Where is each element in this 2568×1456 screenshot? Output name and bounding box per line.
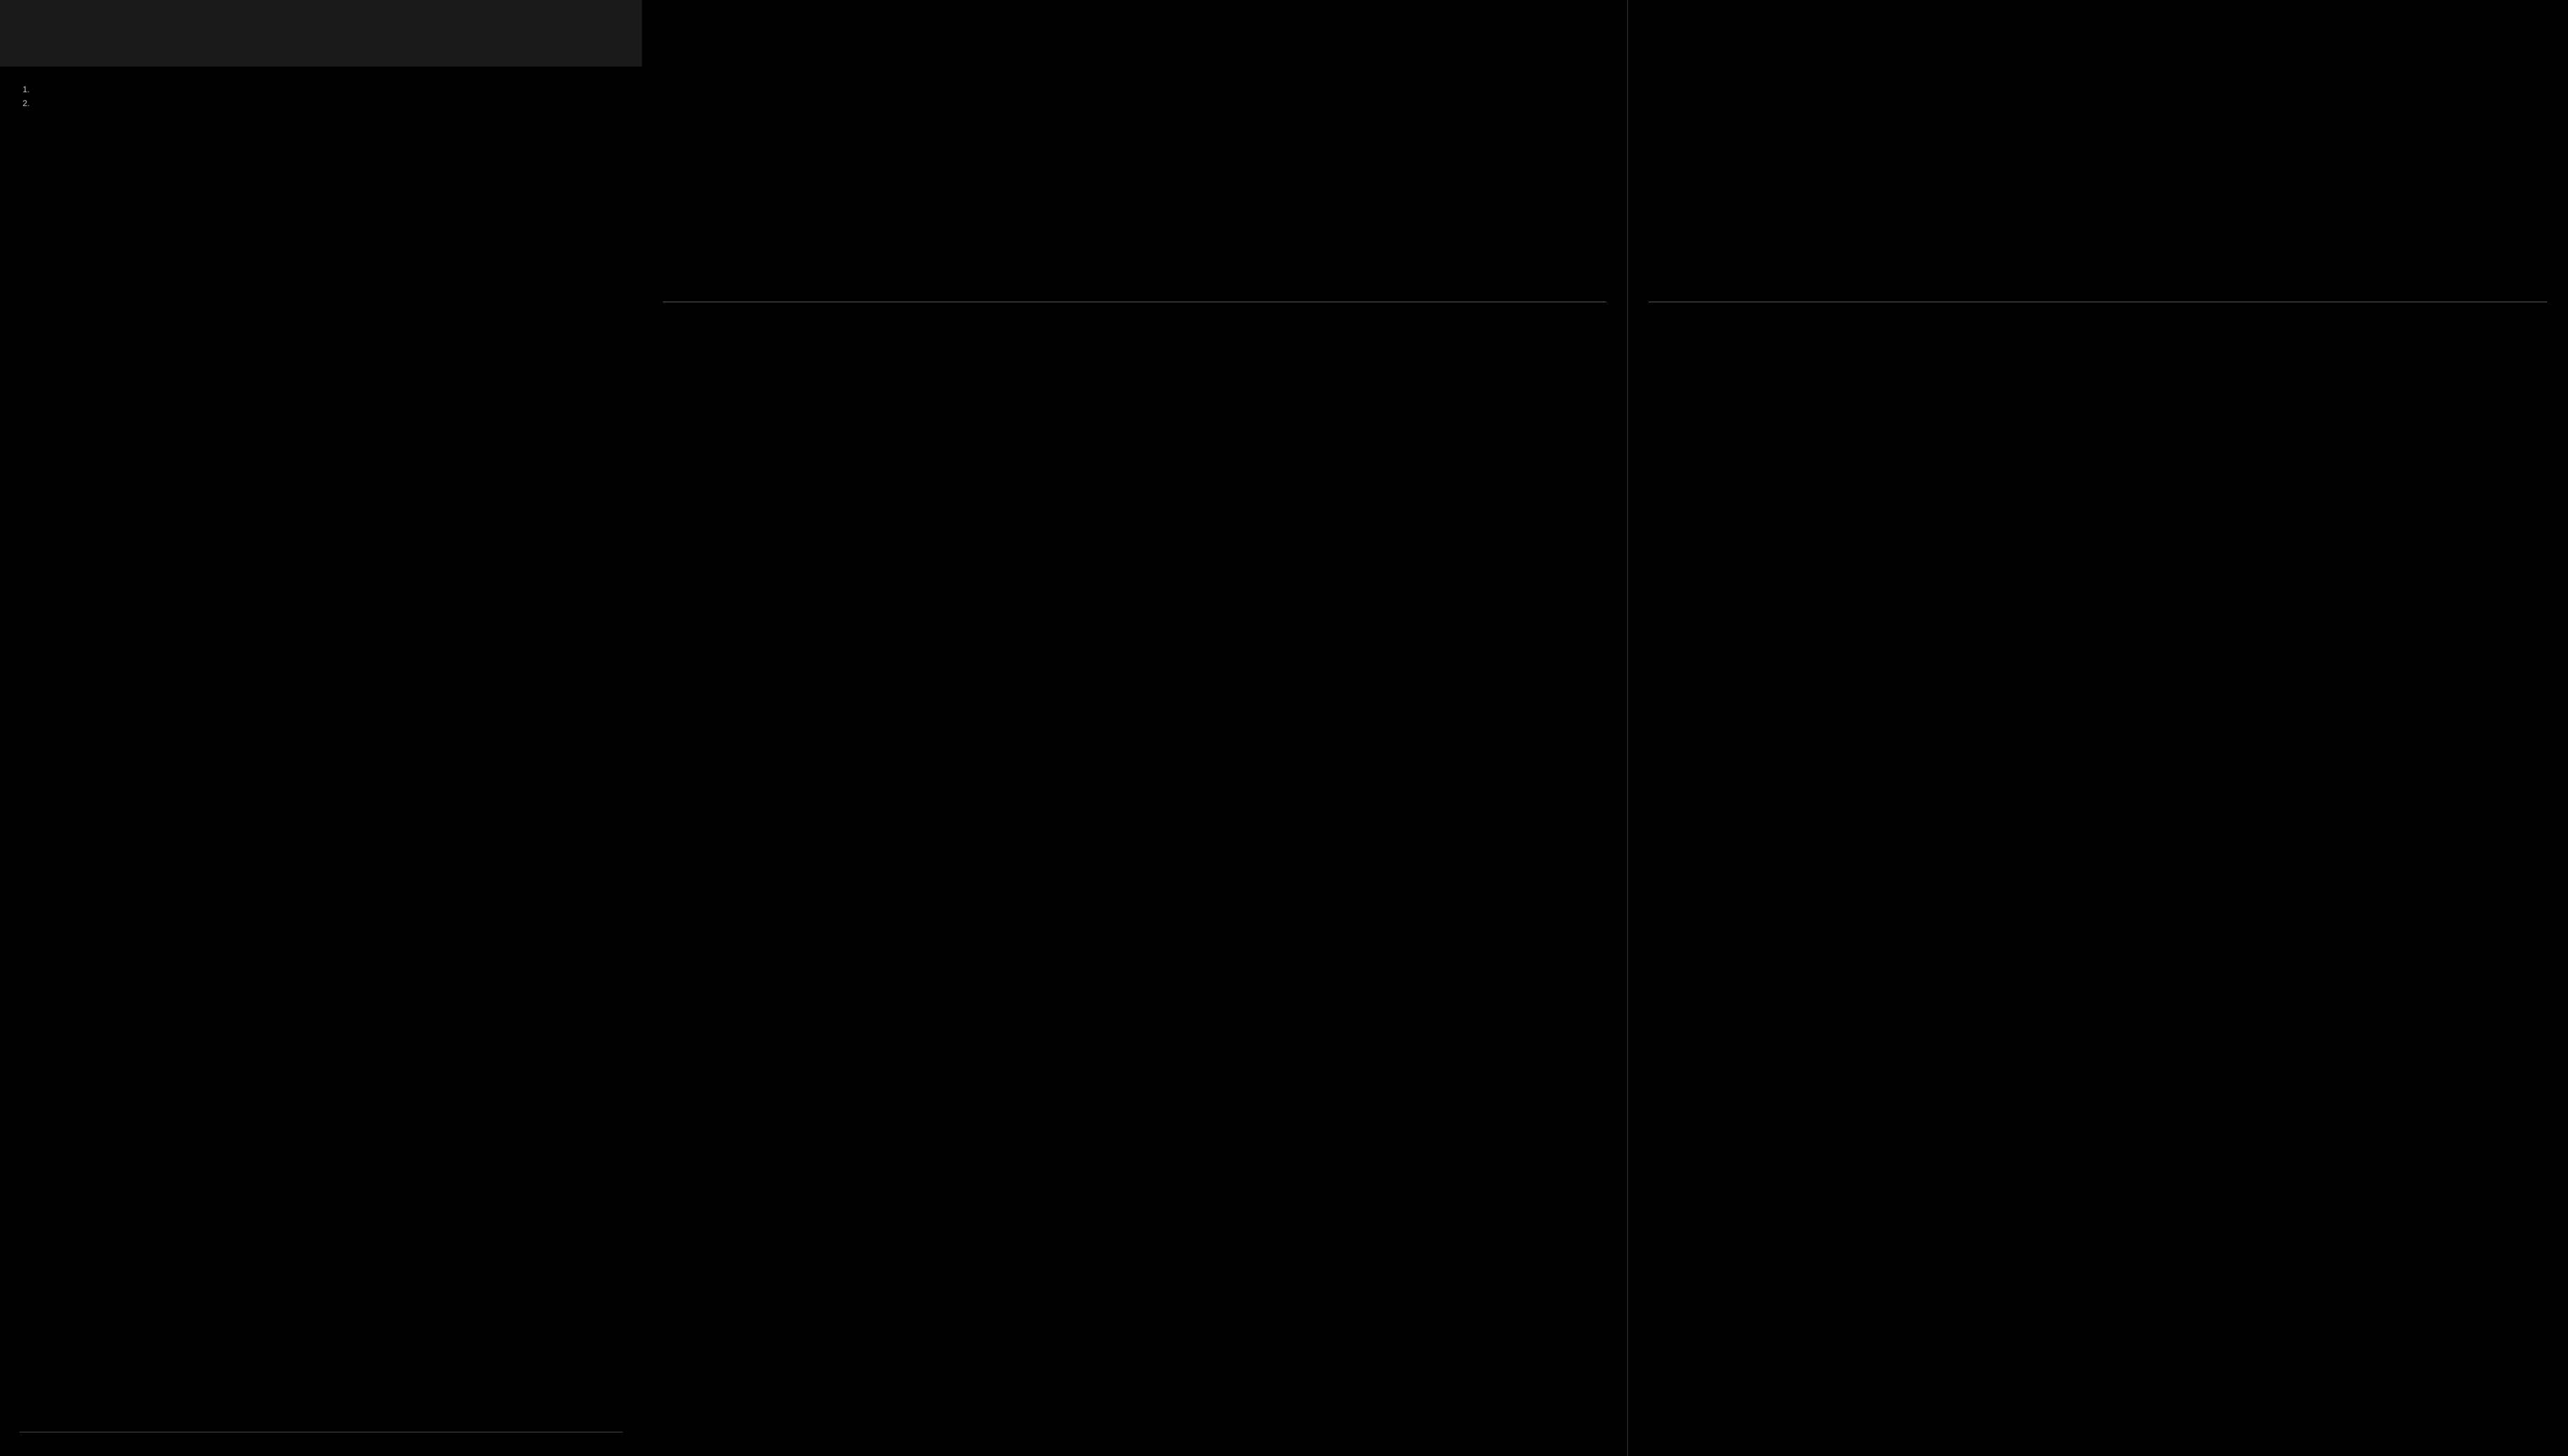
slide-root <box>0 0 2568 1456</box>
capex-chart <box>1649 46 2547 1435</box>
opex-panel <box>642 0 1628 1456</box>
footnotes <box>19 83 623 111</box>
capex-panel <box>1628 0 2568 1456</box>
main-area <box>642 0 2568 1456</box>
footnote-1 <box>32 83 623 96</box>
capex-x-axis <box>1649 302 2547 309</box>
sidebar-header <box>0 0 642 67</box>
opex-x-axis <box>663 302 1606 309</box>
opex-chart <box>663 46 1606 1435</box>
footnote-2 <box>32 97 623 110</box>
sidebar <box>0 0 642 1456</box>
sidebar-footer <box>19 1432 623 1442</box>
capex-bars-row <box>1649 46 2547 302</box>
opex-bars-row <box>663 46 1606 302</box>
sidebar-body <box>0 67 642 1456</box>
